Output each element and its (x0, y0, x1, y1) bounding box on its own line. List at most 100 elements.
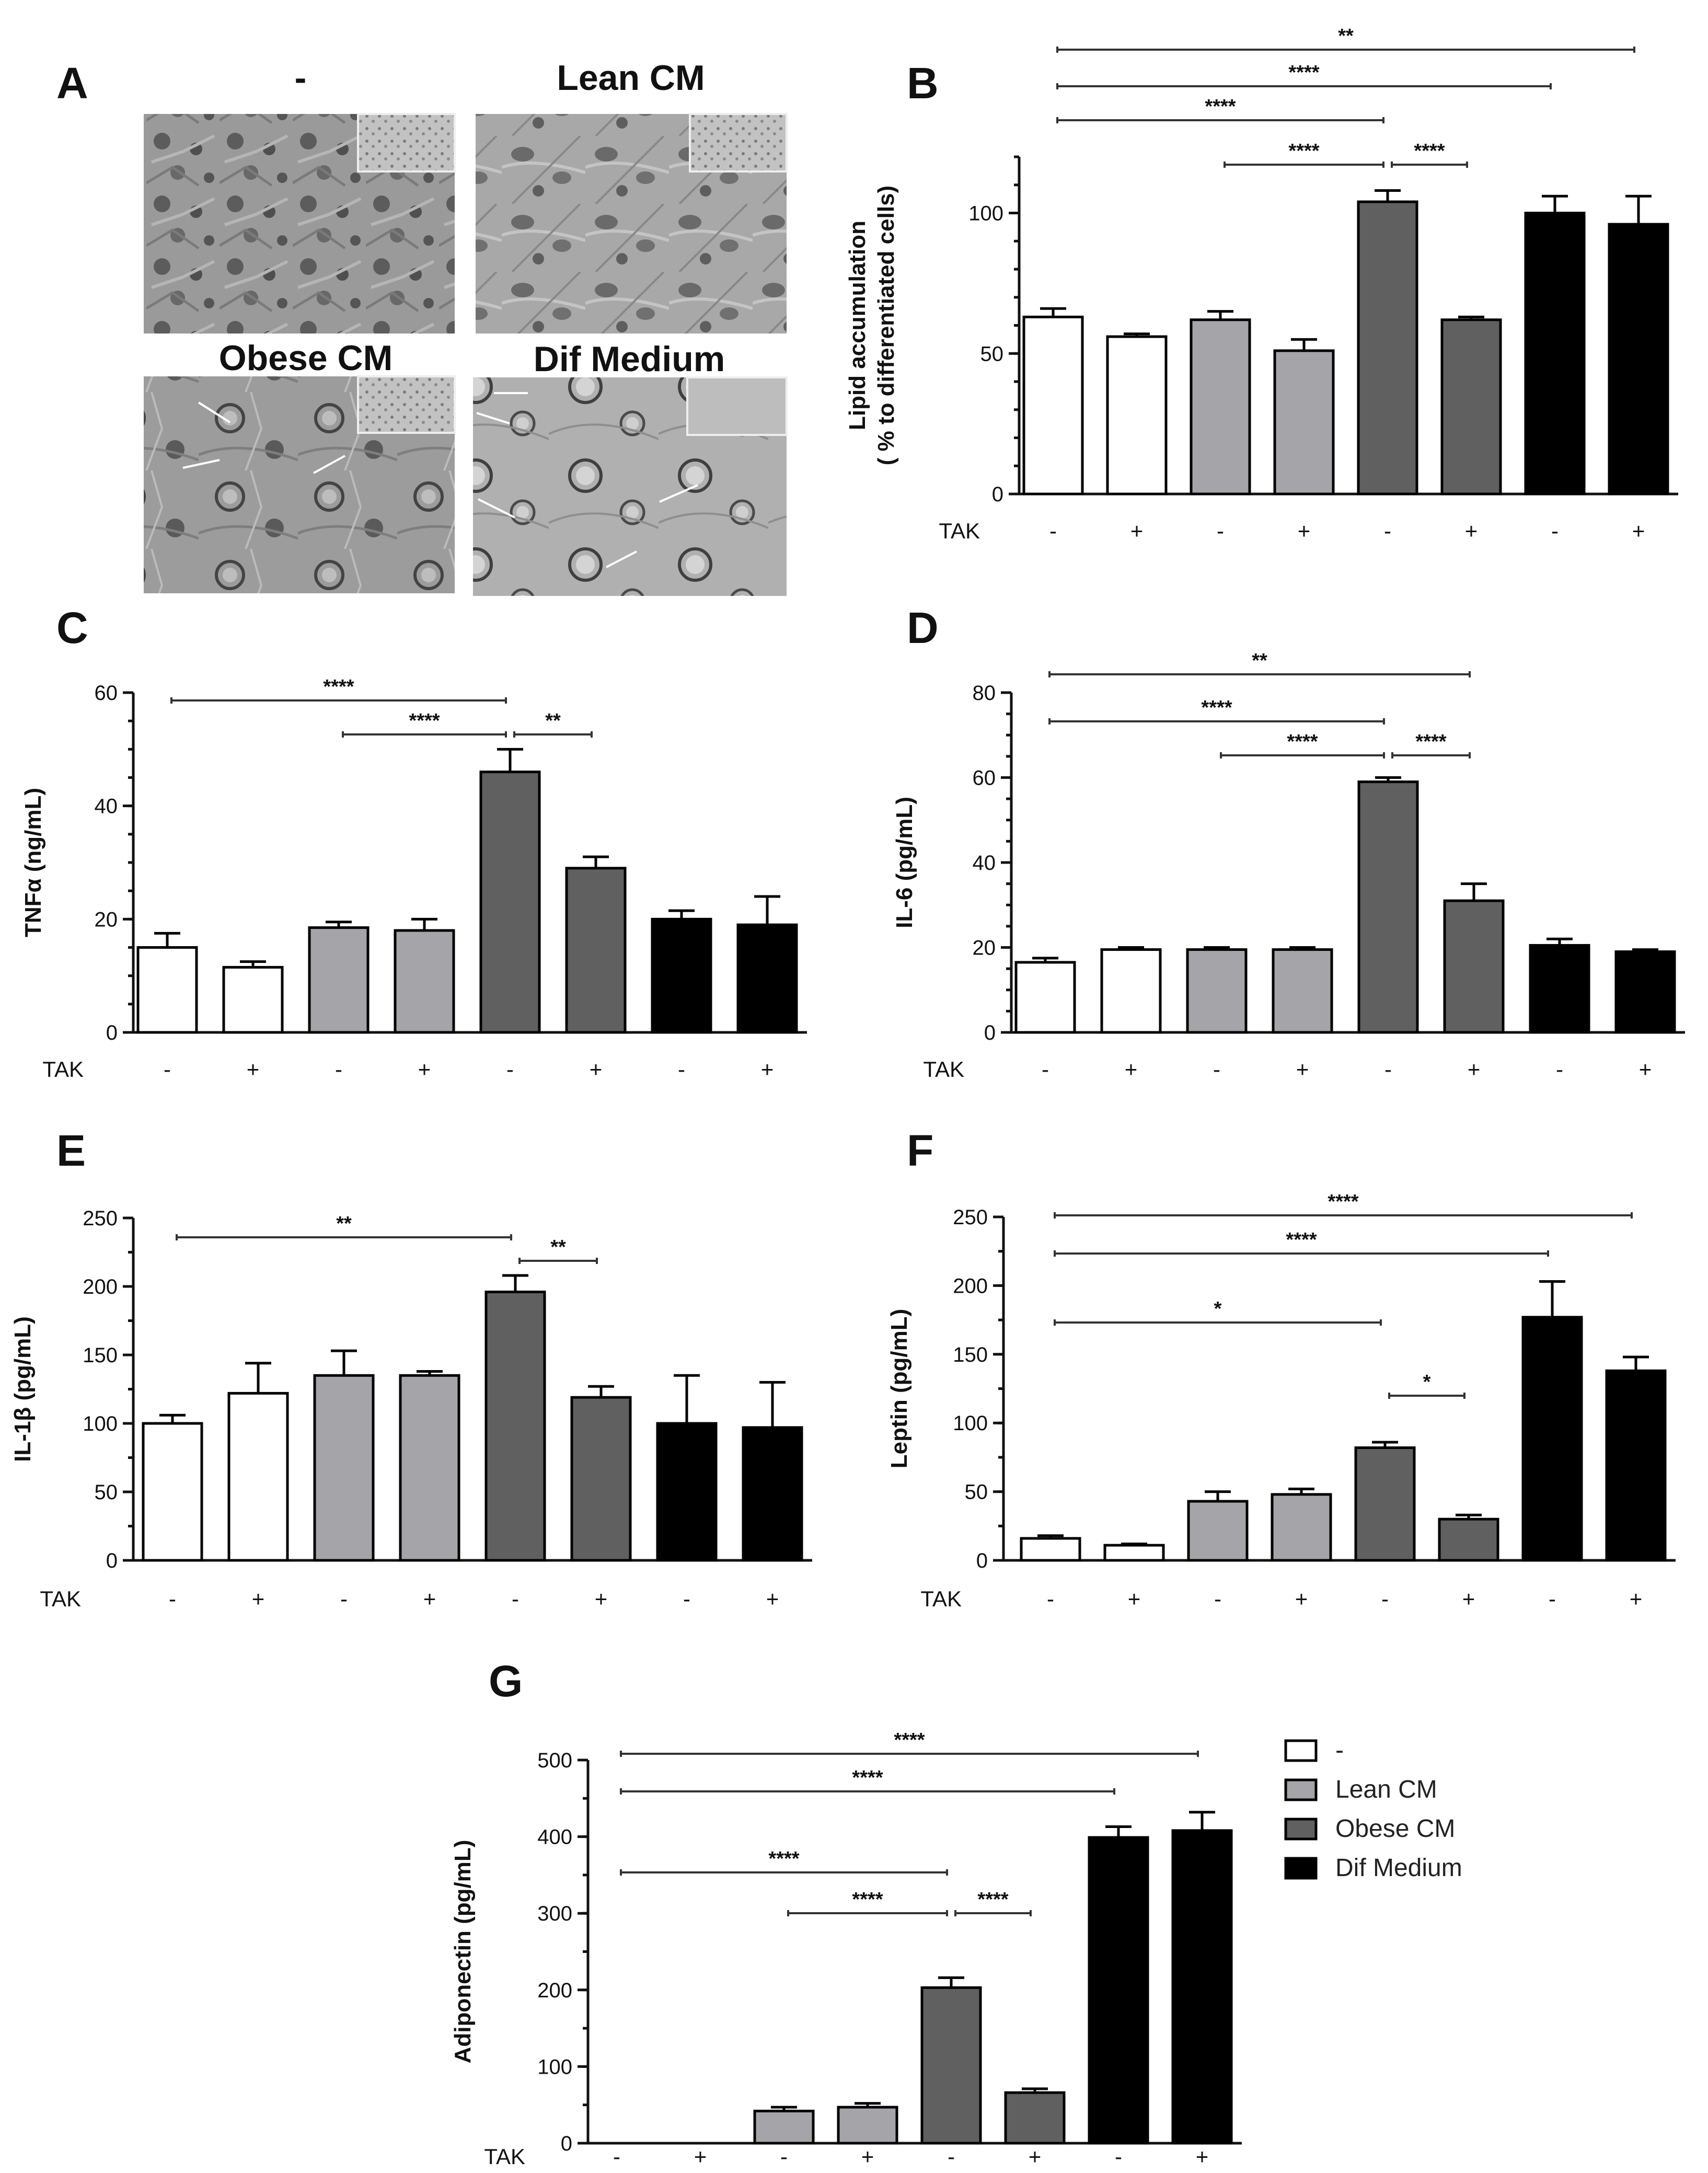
tak-sign: + (1462, 1586, 1475, 1611)
micrograph-lean (476, 113, 788, 334)
tak-sign: - (1214, 1586, 1221, 1611)
bar (1357, 780, 1419, 1034)
significance-label: ** (550, 1236, 566, 1258)
tak-sign: + (761, 1057, 774, 1082)
y-tick-label: 300 (537, 1902, 572, 1925)
bar (1100, 948, 1162, 1034)
bar (1529, 944, 1590, 1034)
tak-sign: - (1049, 519, 1057, 543)
bar (920, 1986, 982, 2145)
significance-label: **** (1288, 140, 1319, 162)
micrograph-title-dif: Dif Medium (534, 339, 725, 379)
tak-sign: - (683, 1586, 690, 1611)
significance-label: **** (1286, 1229, 1317, 1251)
y-axis-label: IL-6 (pg/mL) (892, 797, 917, 928)
tak-sign: - (613, 2144, 620, 2169)
y-axis-label: TNFα (ng/mL) (20, 788, 46, 937)
significance-label: **** (852, 1767, 883, 1789)
tak-sign: + (423, 1586, 436, 1611)
bar (222, 965, 284, 1034)
significance-label: ** (545, 710, 561, 732)
bar (227, 1392, 289, 1562)
bar (1088, 1836, 1149, 2145)
significance-label: **** (1415, 731, 1446, 753)
y-tick-label: 60 (973, 767, 996, 790)
panel-a-label: A (56, 59, 88, 108)
bar (1273, 349, 1335, 496)
legend-swatch (1284, 1739, 1318, 1762)
y-tick-label: 100 (953, 1412, 988, 1435)
bar (736, 923, 798, 1034)
tak-label: TAK (40, 1586, 81, 1611)
tak-sign: - (1213, 1057, 1220, 1082)
arrow-indicator (478, 498, 515, 519)
y-tick-label: 400 (537, 1826, 572, 1849)
bar (399, 1374, 460, 1562)
micrograph-dif (473, 376, 788, 596)
bar (308, 926, 370, 1034)
panel-label: E (56, 1126, 86, 1175)
tak-sign: - (169, 1586, 176, 1611)
significance-label: * (1423, 1371, 1431, 1393)
arrow-indicator (198, 401, 231, 423)
significance-label: **** (977, 1889, 1008, 1911)
tak-sign: - (506, 1057, 514, 1082)
y-tick-label: 20 (973, 937, 996, 960)
y-tick-label: 50 (965, 1481, 988, 1504)
y-tick-label: 80 (973, 682, 996, 705)
significance-label: **** (1287, 731, 1318, 753)
y-tick-label: 60 (95, 682, 118, 705)
significance-label: ** (1338, 25, 1354, 47)
significance-label: **** (852, 1889, 883, 1911)
y-tick-label: 100 (537, 2055, 572, 2078)
tak-sign: + (590, 1057, 603, 1082)
y-tick-label: 250 (83, 1207, 118, 1230)
bar (1614, 950, 1676, 1034)
bar (656, 1422, 718, 1562)
significance-label: * (1214, 1298, 1222, 1320)
tak-sign: + (766, 1586, 779, 1611)
tak-sign: + (861, 2144, 874, 2169)
tak-sign: + (1130, 519, 1144, 543)
tak-sign: + (1295, 1586, 1308, 1611)
tak-sign: + (247, 1057, 260, 1082)
tak-sign: + (1029, 2144, 1042, 2169)
legend: - Lean CM Obese CM Dif Medium (1284, 1737, 1462, 1882)
arrow-indicator (313, 455, 345, 474)
micrograph-title-control: - (295, 58, 307, 98)
significance-label: ** (1252, 650, 1267, 672)
bar (394, 929, 455, 1034)
bar (742, 1426, 803, 1562)
bar (142, 1422, 203, 1562)
legend-swatch (1284, 1818, 1318, 1841)
arrow-indicator (659, 484, 698, 503)
bar (1004, 2091, 1066, 2145)
tak-label: TAK (42, 1057, 84, 1082)
tak-label: TAK (920, 1586, 962, 1611)
tak-sign: - (780, 2144, 788, 2169)
significance-label: **** (1205, 96, 1236, 118)
bar (570, 1396, 632, 1562)
arrow-indicator (476, 412, 510, 424)
tak-sign: + (1298, 519, 1311, 543)
chart-panel-e: E 0 50 100 150 200 250 IL-1β (pg/mL) - + - + - + - + TAK… (10, 1126, 812, 1611)
tak-sign: - (340, 1586, 348, 1611)
bar (1272, 948, 1333, 1034)
tak-sign: + (1630, 1586, 1643, 1611)
tak-sign: + (1468, 1057, 1481, 1082)
y-tick-label: 0 (561, 2132, 572, 2155)
y-tick-label: 0 (976, 1549, 988, 1572)
significance-label: **** (1288, 62, 1319, 84)
y-tick-label: 40 (973, 852, 996, 875)
y-axis-label-line2: ( % to differentiated cells) (873, 186, 899, 465)
panel-label: D (907, 603, 939, 652)
tak-sign: + (1196, 2144, 1209, 2169)
significance-label: **** (768, 1848, 799, 1870)
tak-sign: - (335, 1057, 342, 1082)
tak-sign: - (1384, 1057, 1392, 1082)
bar (1103, 1544, 1165, 1562)
tak-label: TAK (923, 1057, 964, 1082)
tak-sign: - (1047, 1586, 1054, 1611)
y-tick-label: 200 (953, 1274, 988, 1297)
